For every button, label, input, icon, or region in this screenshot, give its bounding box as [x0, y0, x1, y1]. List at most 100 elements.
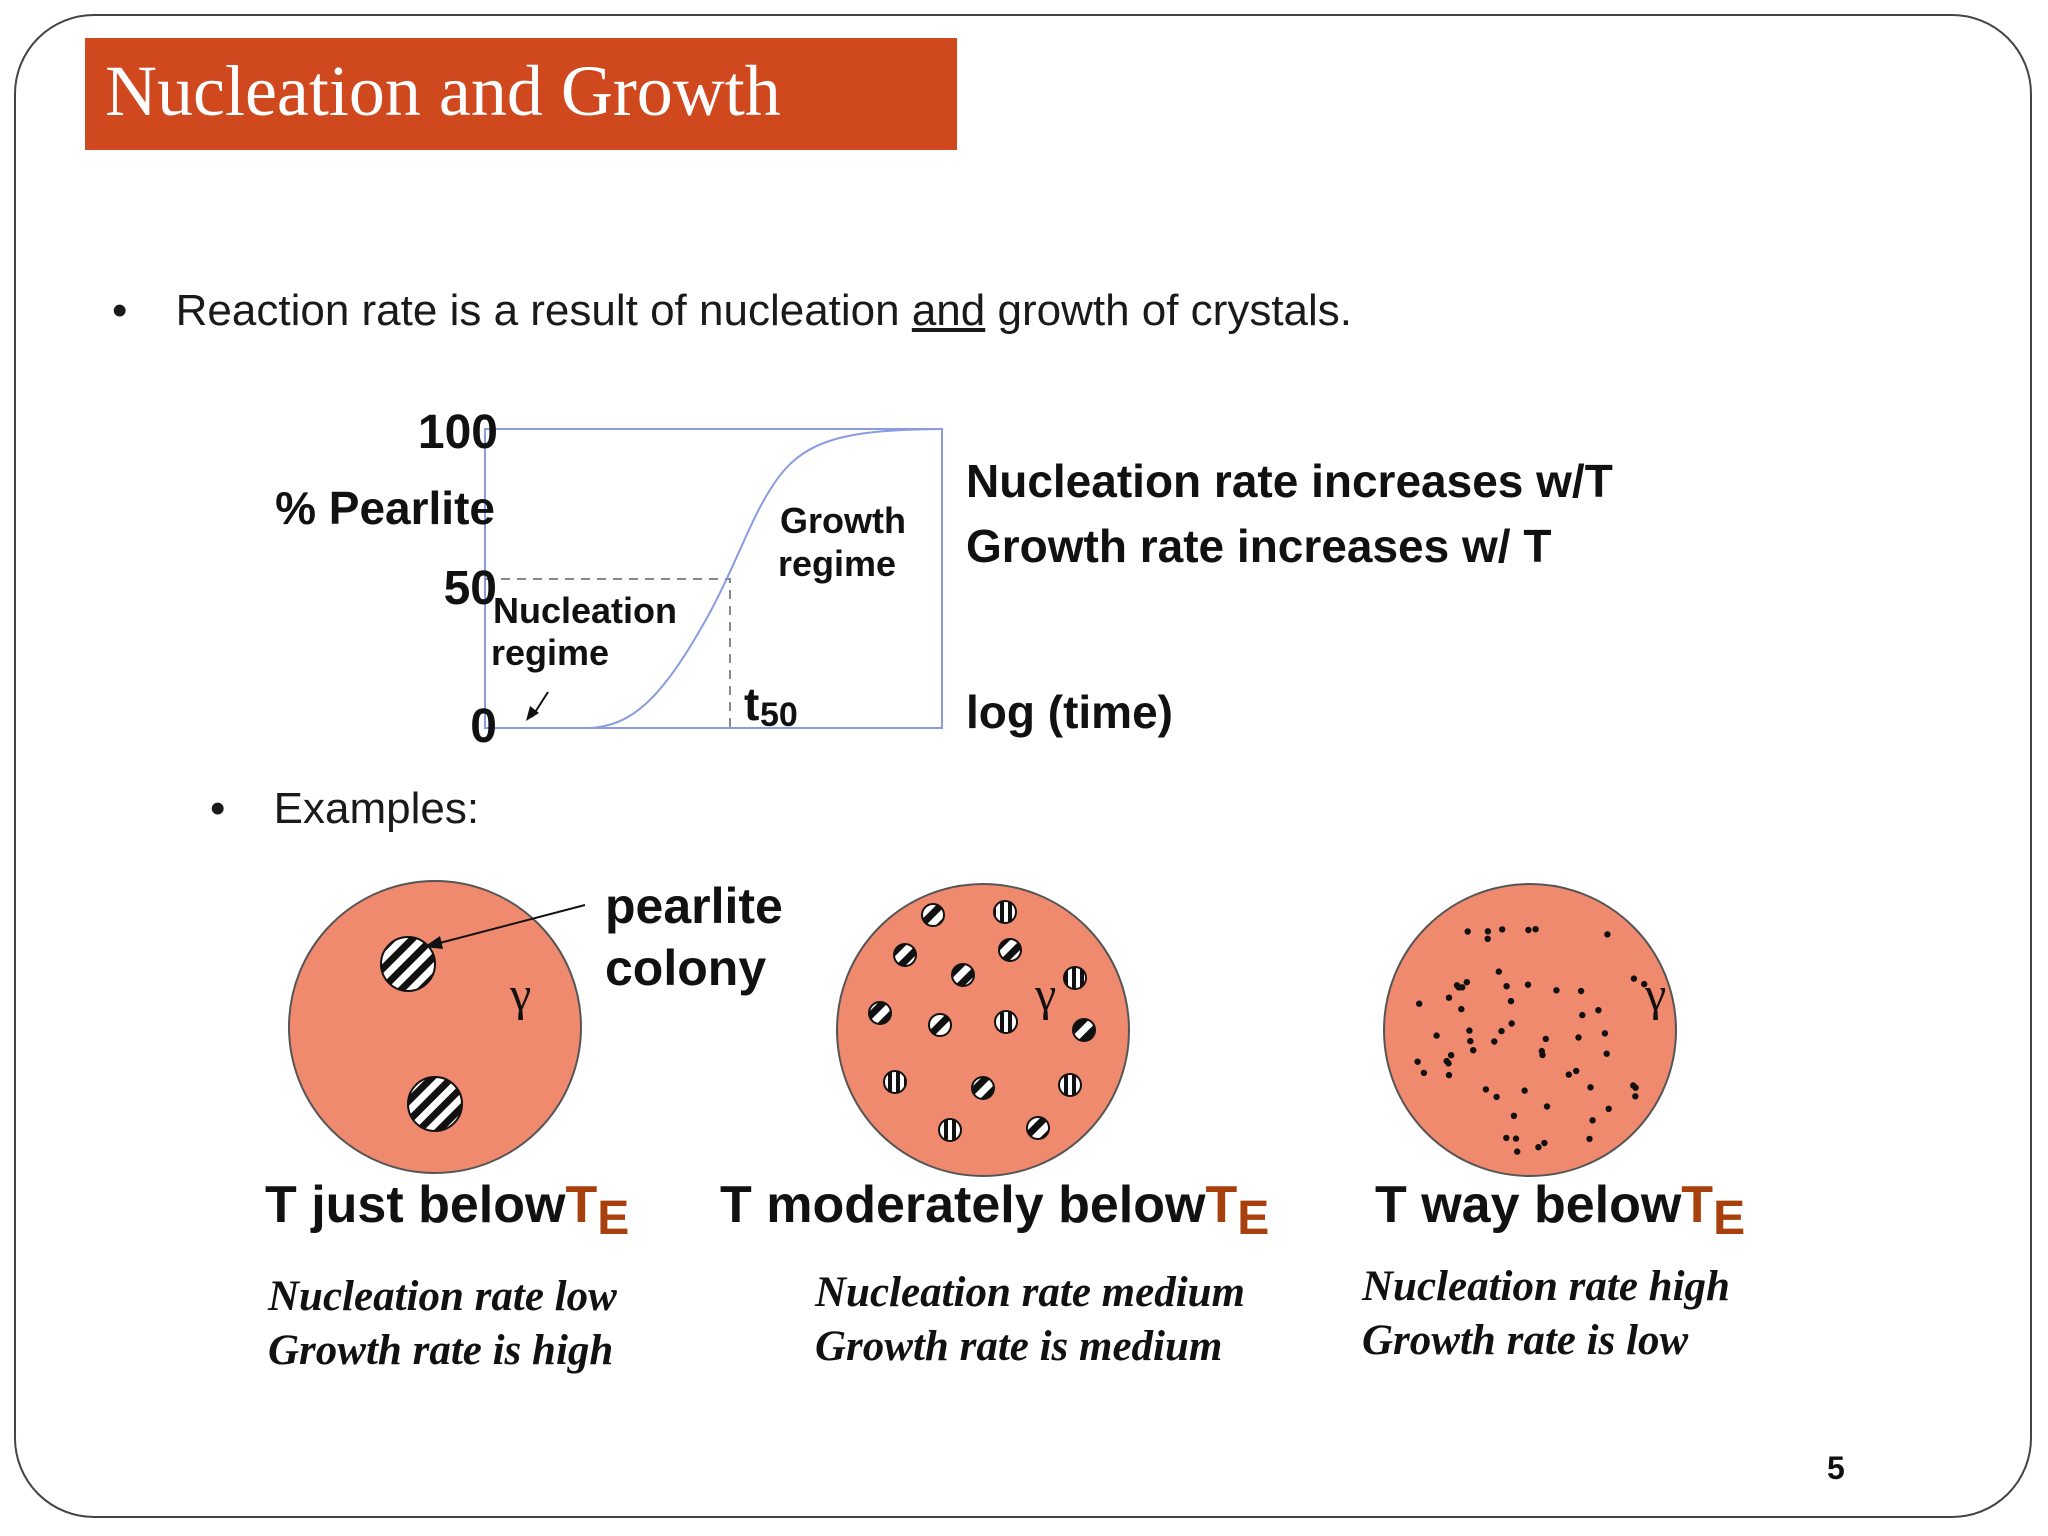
caption-2-line1: Nucleation rate medium: [815, 1269, 1245, 1316]
bullet-main-post: growth of crystals.: [985, 286, 1353, 335]
pearlite-colony-small: [1579, 1011, 1586, 1019]
pearlite-colony-small: [1595, 1007, 1602, 1014]
grain-way-below: [1383, 883, 1677, 1177]
small-colonies: [1414, 926, 1648, 1155]
pearlite-colony-small: [1573, 1067, 1580, 1075]
pearlite-colony-medium: [951, 963, 975, 987]
te-sub-3: E: [1713, 1192, 1746, 1245]
pearlite-colony-small: [1587, 1084, 1594, 1091]
pearlite-colony-small: [1535, 1144, 1542, 1151]
pearlite-colony-small: [1632, 1093, 1639, 1100]
pearlite-label-line1: pearlite: [605, 878, 783, 934]
pearlite-colony-small: [1510, 1112, 1518, 1120]
t50-dashed-guides: [485, 578, 731, 728]
pearlite-colony-small: [1458, 1005, 1465, 1013]
caption-2-line2: Growth rate is medium: [815, 1323, 1223, 1370]
caption-3-line1: Nucleation rate high: [1362, 1263, 1730, 1310]
pearlite-colony-small: [1466, 1027, 1473, 1034]
temp-label-3: T way belowTE: [1375, 1175, 1745, 1246]
pearlite-colony-medium: [998, 938, 1022, 962]
y-tick-100: 100: [418, 406, 498, 459]
pearlite-colony-small: [1586, 1135, 1593, 1143]
pearlite-colony-small: [1553, 987, 1560, 994]
pearlite-colony-medium: [883, 1070, 907, 1094]
pearlite-colony-large-2: [407, 1076, 463, 1132]
chart-text-labels: 100 % Pearlite 50 0 Nucleation regime Gr…: [275, 406, 1613, 753]
nucleation-regime-line2: regime: [491, 632, 609, 673]
te-main-1: T: [565, 1176, 598, 1234]
temp-prefix-2: T moderately below: [720, 1176, 1206, 1234]
pearlite-colony-small: [1605, 1105, 1612, 1113]
y-tick-50: 50: [444, 562, 497, 615]
pearlite-colony-medium: [1063, 966, 1087, 990]
bullet-examples: • Examples:: [210, 784, 479, 834]
pearlite-colony-small: [1445, 1071, 1453, 1079]
medium-colonies: [868, 900, 1096, 1142]
pearlite-colony-small: [1604, 931, 1611, 938]
y-tick-0: 0: [470, 700, 497, 753]
pearlite-colony-small: [1525, 926, 1532, 934]
caption-1-line1: Nucleation rate low: [268, 1273, 617, 1320]
pearlite-colony-small: [1482, 1086, 1490, 1093]
pearlite-colony-small: [1453, 982, 1461, 989]
pearlite-colony-small: [1543, 1103, 1551, 1110]
pearlite-colony-small: [1416, 1000, 1423, 1007]
pearlite-colony-small: [1467, 1037, 1474, 1045]
pearlite-colony-small: [1538, 1047, 1546, 1055]
nucleation-arrow-head-icon: [526, 706, 539, 721]
pearlite-colony-small: [1414, 1058, 1421, 1065]
te-symbol-3: TE: [1681, 1176, 1745, 1245]
pearlite-colony-medium: [1026, 1116, 1050, 1140]
pearlite-colony-small: [1603, 1050, 1610, 1057]
pearlite-colony-small: [1463, 979, 1471, 986]
pearlite-colony-small: [1565, 1071, 1573, 1078]
caption-1-line2: Growth rate is high: [268, 1327, 614, 1374]
te-sub-1: E: [597, 1192, 630, 1245]
title-banner: [85, 38, 957, 150]
pearlite-colony-medium: [994, 1010, 1018, 1034]
temp-prefix-1: T just below: [265, 1176, 566, 1234]
t50-label-t: t: [744, 678, 759, 730]
pearlite-colony-medium: [1072, 1018, 1096, 1042]
slide-title: Nucleation and Growth: [105, 51, 781, 131]
pearlite-colony-small: [1524, 981, 1532, 988]
gamma-label-1: γ: [509, 968, 531, 1021]
gamma-label-3: γ: [1644, 968, 1666, 1021]
caption-panel-2: Nucleation rate medium Growth rate is me…: [815, 1266, 1245, 1374]
pearlite-colony-small: [1491, 1038, 1498, 1045]
x-axis-label: log (time): [966, 686, 1173, 738]
gamma-label-2: γ: [1034, 968, 1056, 1021]
pearlite-colony-medium: [993, 900, 1017, 924]
pearlite-colony-small: [1433, 1032, 1440, 1039]
pearlite-colony-small: [1532, 926, 1539, 933]
pearlite-colony-small: [1589, 1117, 1596, 1124]
te-symbol-2: TE: [1205, 1176, 1269, 1245]
pearlite-colony-small: [1630, 975, 1638, 982]
pearlite-colony-small: [1632, 1084, 1639, 1091]
pearlite-colony-small: [1508, 1020, 1515, 1027]
pearlite-colony-small: [1601, 1030, 1609, 1037]
page-number: 5: [1827, 1450, 1845, 1486]
growth-regime-line1: Growth: [780, 500, 906, 541]
t50-label-sub: 50: [760, 696, 798, 734]
pearlite-colony-small: [1498, 1027, 1505, 1035]
caption-3-line2: Growth rate is low: [1362, 1317, 1689, 1364]
caption-panel-1: Nucleation rate low Growth rate is high: [268, 1270, 617, 1378]
pearlite-label-line2: colony: [605, 940, 767, 996]
pearlite-colony-small: [1464, 928, 1471, 935]
pearlite-colony-small: [1503, 983, 1510, 990]
bullet-dot-icon: •: [112, 286, 128, 335]
bullet-dot-icon: •: [210, 784, 226, 833]
chart-note-line2: Growth rate increases w/ T: [966, 520, 1551, 572]
pearlite-colony-small: [1484, 928, 1492, 935]
temp-prefix-3: T way below: [1375, 1176, 1682, 1234]
pearlite-colony-small: [1577, 987, 1585, 995]
slide-frame: [14, 14, 2032, 1518]
te-main-3: T: [1681, 1176, 1714, 1234]
pearlite-colony-small: [1641, 980, 1648, 988]
nucleation-regime-line1: Nucleation: [493, 590, 677, 631]
te-sub-2: E: [1237, 1192, 1270, 1245]
te-main-2: T: [1205, 1176, 1238, 1234]
